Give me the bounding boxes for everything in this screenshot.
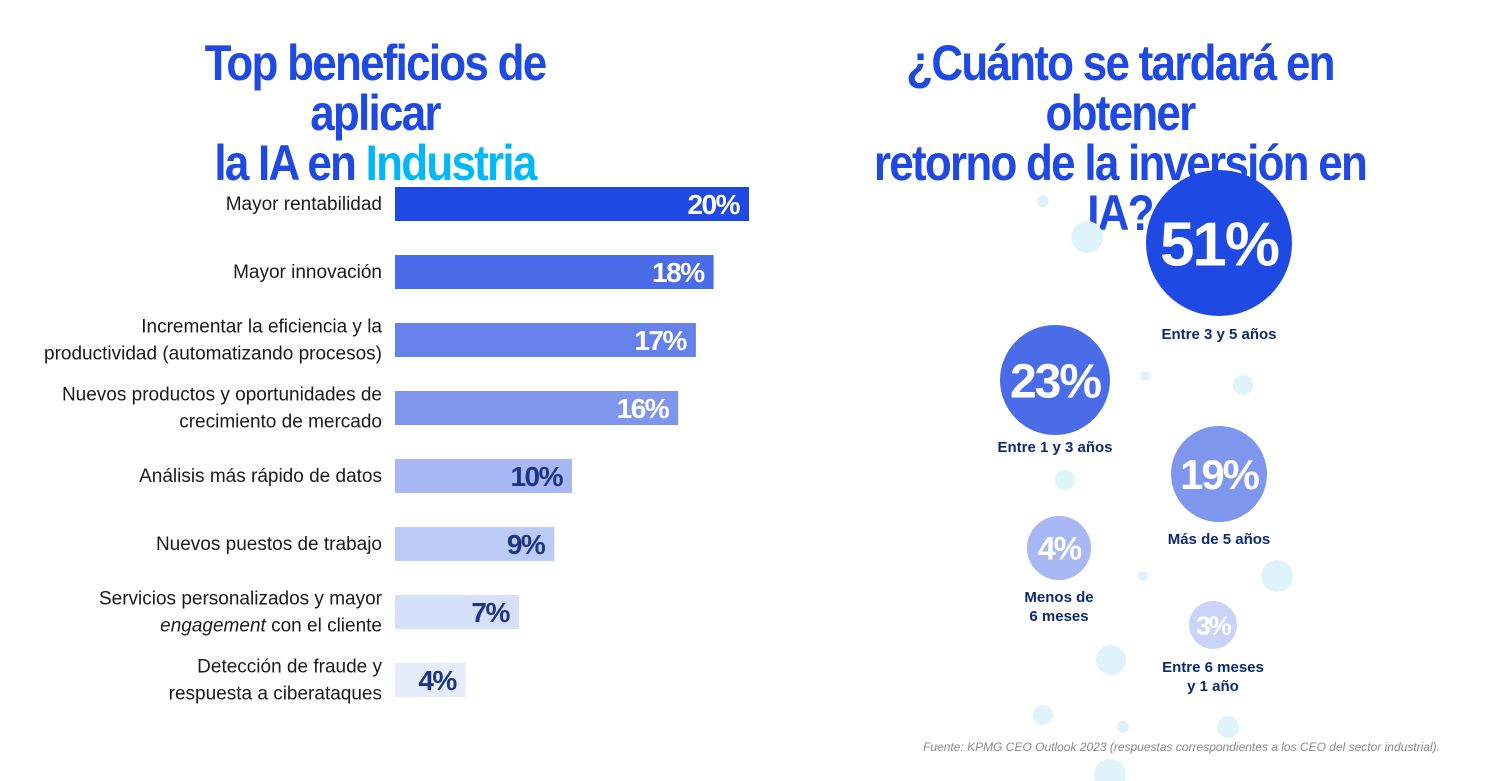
right-chart-title: ¿Cuánto se tardará en obtener retorno de… <box>865 38 1375 238</box>
category-label-0-0: Mayor rentabilidad <box>226 194 382 215</box>
decorative-dot-11 <box>1217 716 1239 738</box>
decorative-dot-10 <box>1117 721 1129 733</box>
category-label-5-0: Nuevos puestos de trabajo <box>156 534 382 555</box>
decorative-dot-1 <box>1071 221 1103 253</box>
bubble-1 <box>1000 325 1110 435</box>
category-label-2-1: productividad (automatizando procesos) <box>44 344 382 365</box>
bar-3 <box>395 391 679 425</box>
bar-0 <box>395 187 749 221</box>
bubble-value-label-2: 19% <box>1180 451 1260 498</box>
bar-7 <box>395 663 466 697</box>
bubble-2 <box>1171 426 1267 522</box>
decorative-dot-0 <box>1037 195 1049 207</box>
bar-value-label-3: 16% <box>617 393 670 424</box>
decorative-dot-2 <box>1140 371 1150 381</box>
bubble-value-label-1: 23% <box>1010 355 1101 408</box>
bubble-4 <box>1189 601 1237 649</box>
category-label-2-0: Incrementar la eficiencia y la <box>141 317 382 338</box>
bar-value-label-0: 20% <box>687 189 740 220</box>
decorative-dot-12 <box>1094 759 1126 781</box>
bubble-category-label-1-0: Entre 1 y 3 años <box>997 439 1112 456</box>
bubble-3 <box>1027 516 1091 580</box>
bar-value-label-2: 17% <box>634 325 687 356</box>
decorative-dot-8 <box>1096 645 1126 675</box>
category-label-3-0: Nuevos productos y oportunidades de <box>62 385 382 406</box>
category-label-3-1: crecimiento de mercado <box>179 412 382 433</box>
bubble-value-label-0: 51% <box>1160 210 1279 279</box>
bubble-0 <box>1146 170 1292 316</box>
left-title-highlight: Industria <box>365 135 538 191</box>
left-chart-title: Top beneficios de aplicar la IA en Indus… <box>142 38 608 188</box>
category-label-4-0: Análisis más rápido de datos <box>139 466 382 487</box>
decorative-dot-6 <box>1138 571 1148 581</box>
bar-value-label-4: 10% <box>510 461 563 492</box>
decorative-dot-3 <box>1233 375 1253 395</box>
category-label-1-0: Mayor innovación <box>233 262 382 283</box>
bar-value-label-1: 18% <box>652 257 705 288</box>
left-title-line1: Top beneficios de aplicar <box>204 35 548 141</box>
source-note: Fuente: KPMG CEO Outlook 2023 (respuesta… <box>923 740 1440 754</box>
bubble-value-label-4: 3% <box>1196 610 1231 640</box>
decorative-dot-9 <box>1033 705 1053 725</box>
bar-6 <box>395 595 519 629</box>
category-label-7-1: respuesta a ciberataques <box>169 684 382 705</box>
right-title-line1: ¿Cuánto se tardará en obtener <box>906 35 1335 141</box>
bubble-value-label-3: 4% <box>1038 531 1082 567</box>
bar-5 <box>395 527 555 561</box>
category-label-7-0: Detección de fraude y <box>197 657 382 678</box>
bubble-category-label-2-0: Más de 5 años <box>1168 531 1271 548</box>
bar-4 <box>395 459 572 493</box>
bar-value-label-7: 4% <box>418 665 457 696</box>
decorative-dot-7 <box>1261 560 1293 592</box>
bubble-category-label-4-0: Entre 6 meses <box>1162 659 1264 676</box>
bubble-category-label-0-0: Entre 3 y 5 años <box>1161 326 1276 343</box>
roi-bubble-chart: 51% Entre 3 y 5 años 23% Entre 1 y 3 años 19… <box>997 170 1293 781</box>
bubble-category-label-3-1: 6 meses <box>1029 608 1088 625</box>
bar-2 <box>395 323 696 357</box>
bar-value-label-5: 9% <box>507 529 546 560</box>
bubble-category-label-4-1: y 1 año <box>1187 678 1239 695</box>
left-title-prefix: la IA en <box>214 135 366 191</box>
category-label-6-1: engagement con el cliente <box>160 616 382 637</box>
decorative-dot-4 <box>1055 470 1075 490</box>
bar-value-label-6: 7% <box>471 597 510 628</box>
benefits-bar-chart: 20% Mayor rentabilidad 18% Mayor innovación… <box>44 187 749 705</box>
category-label-6-0: Servicios personalizados y mayor <box>99 589 383 610</box>
bubble-category-label-3-0: Menos de <box>1024 589 1093 606</box>
left-title-line2: la IA en Industria <box>142 138 608 188</box>
bar-1 <box>395 255 714 289</box>
